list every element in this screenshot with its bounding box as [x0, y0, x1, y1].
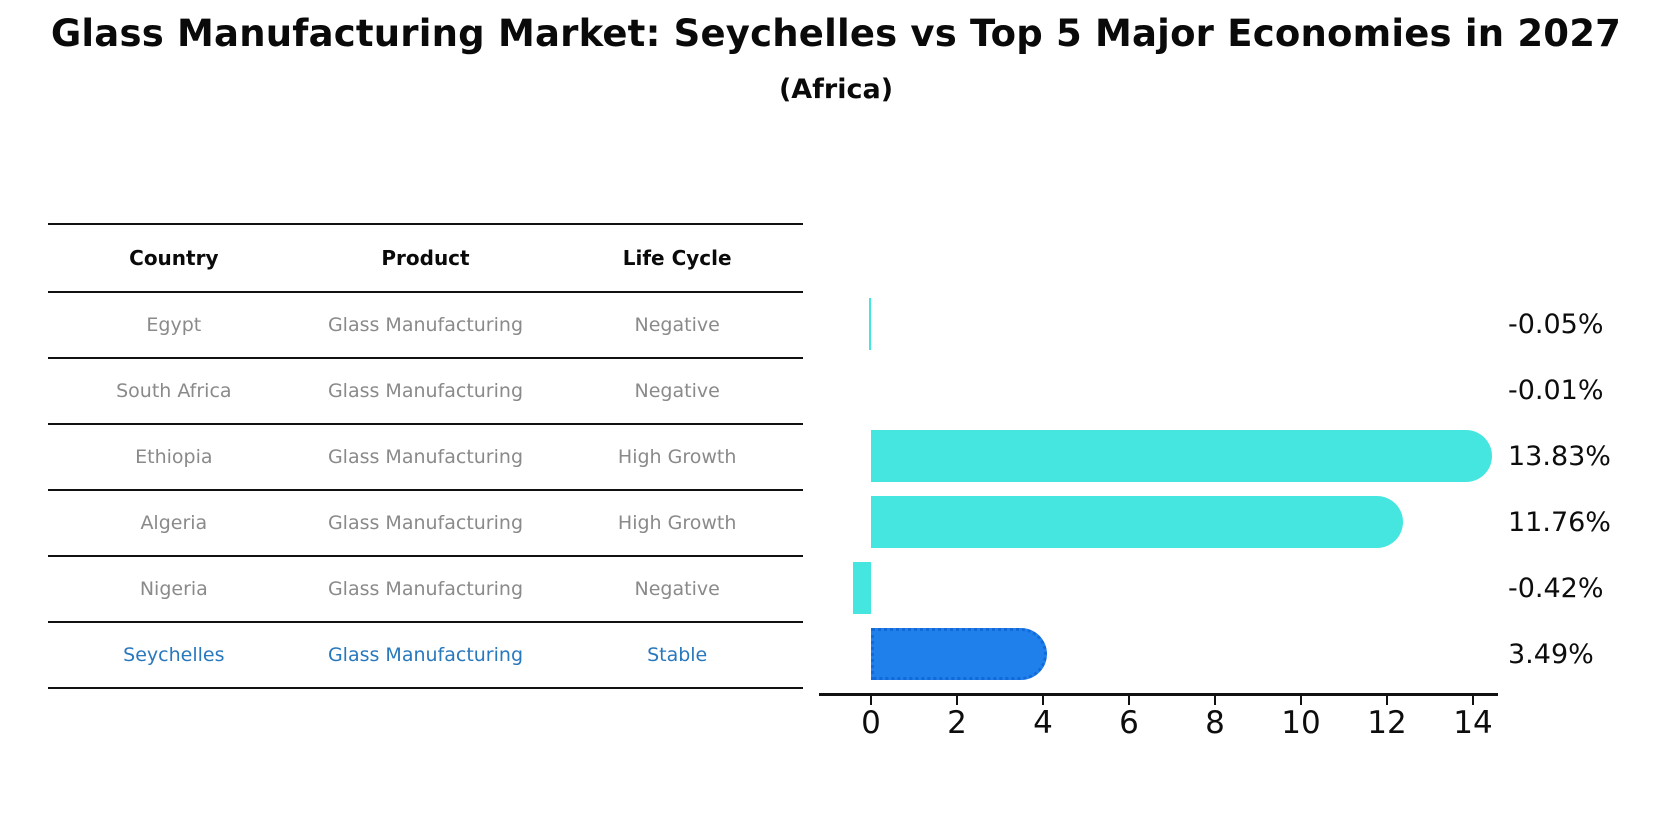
cell-product-egypt: Glass Manufacturing: [299, 292, 552, 359]
table-row-south-africa: South Africa Glass Manufacturing Negative: [48, 358, 803, 425]
x-tick-label-8: 8: [1205, 705, 1225, 741]
x-tick-label-4: 4: [1033, 705, 1053, 741]
bar-ethiopia: [871, 430, 1492, 482]
bar-algeria: [871, 496, 1403, 548]
bar-chart: -0.05% -0.01% 13.83% 11.76% -0.42% 3.49% 0 2 4 6 8…: [819, 290, 1611, 740]
x-tick-mark-6: [1128, 696, 1130, 705]
value-label-nigeria: -0.42%: [1508, 573, 1604, 604]
bar-seychelles: [871, 628, 1048, 680]
bar-egypt: [868, 298, 871, 350]
cell-life-cycle-nigeria: Negative: [551, 556, 803, 623]
value-label-algeria: 11.76%: [1508, 507, 1611, 538]
cell-product-nigeria: Glass Manufacturing: [299, 556, 552, 623]
cell-product-south-africa: Glass Manufacturing: [299, 358, 552, 425]
country-table: Country Product Life Cycle Egypt Glass Ma…: [48, 223, 803, 689]
x-tick-mark-2: [956, 696, 958, 705]
chart-title: Glass Manufacturing Market: Seychelles v…: [50, 12, 1622, 55]
cell-country-ethiopia: Ethiopia: [48, 424, 300, 491]
x-tick-mark-12: [1386, 696, 1388, 705]
column-header-country: Country: [48, 224, 300, 293]
cell-life-cycle-south-africa: Negative: [551, 358, 803, 425]
value-label-ethiopia: 13.83%: [1508, 441, 1611, 472]
cell-country-seychelles: Seychelles: [48, 622, 300, 689]
x-tick-label-12: 12: [1367, 705, 1407, 741]
x-tick-label-14: 14: [1453, 705, 1493, 741]
cell-product-ethiopia: Glass Manufacturing: [299, 424, 552, 491]
table-row-ethiopia: Ethiopia Glass Manufacturing High Growth: [48, 424, 803, 491]
cell-product-seychelles: Glass Manufacturing: [299, 622, 552, 689]
table-row-algeria: Algeria Glass Manufacturing High Growth: [48, 490, 803, 557]
x-tick-label-0: 0: [861, 705, 881, 741]
table-header: Country Product Life Cycle: [48, 224, 803, 293]
table-body: Egypt Glass Manufacturing Negative South Af…: [48, 292, 803, 689]
cell-life-cycle-algeria: High Growth: [551, 490, 803, 557]
cell-country-algeria: Algeria: [48, 490, 300, 557]
cell-life-cycle-egypt: Negative: [551, 292, 803, 359]
cell-product-algeria: Glass Manufacturing: [299, 490, 552, 557]
column-header-product: Product: [299, 224, 552, 293]
table-row-seychelles: Seychelles Glass Manufacturing Stable: [48, 622, 803, 689]
table-row-nigeria: Nigeria Glass Manufacturing Negative: [48, 556, 803, 623]
cell-country-egypt: Egypt: [48, 292, 300, 359]
value-label-egypt: -0.05%: [1508, 309, 1604, 340]
x-axis-line: [819, 693, 1498, 696]
chart-subtitle: (Africa): [778, 74, 894, 105]
bar-nigeria: [852, 562, 871, 614]
cell-life-cycle-ethiopia: High Growth: [551, 424, 803, 491]
value-label-south-africa: -0.01%: [1508, 375, 1604, 406]
value-label-seychelles: 3.49%: [1508, 639, 1594, 670]
x-tick-mark-14: [1472, 696, 1474, 705]
cell-country-nigeria: Nigeria: [48, 556, 300, 623]
cell-life-cycle-seychelles: Stable: [551, 622, 803, 689]
table-row-egypt: Egypt Glass Manufacturing Negative: [48, 292, 803, 359]
table-header-row: Country Product Life Cycle: [48, 224, 803, 293]
cell-country-south-africa: South Africa: [48, 358, 300, 425]
x-tick-mark-4: [1042, 696, 1044, 705]
column-header-lifecycle: Life Cycle: [551, 224, 803, 293]
x-tick-mark-10: [1300, 696, 1302, 705]
x-tick-label-2: 2: [947, 705, 967, 741]
x-tick-mark-8: [1214, 696, 1216, 705]
x-tick-label-6: 6: [1119, 705, 1139, 741]
x-tick-label-10: 10: [1281, 705, 1321, 741]
x-tick-mark-0: [870, 696, 872, 705]
